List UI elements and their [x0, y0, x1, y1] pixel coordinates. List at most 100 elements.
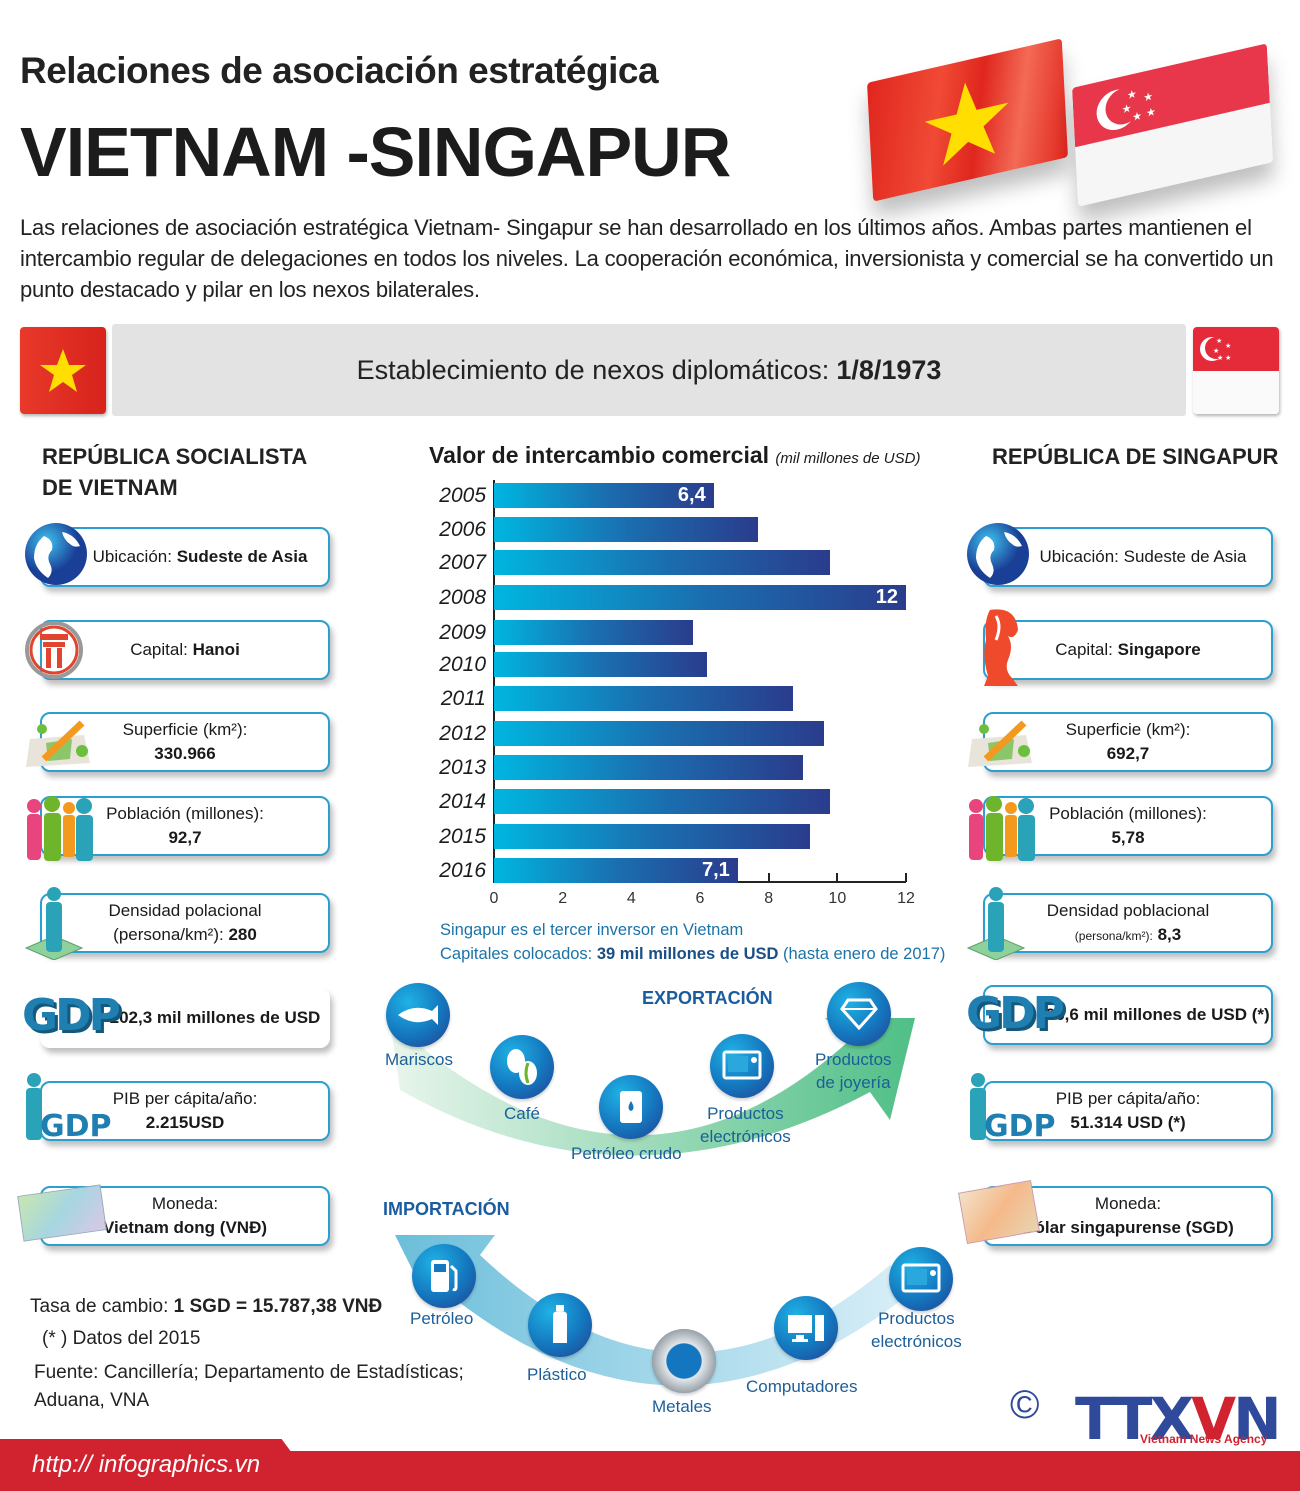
svg-text:★: ★: [1213, 347, 1219, 355]
footer-tab: [0, 1439, 320, 1491]
import-label-plastic: Plástico: [527, 1365, 587, 1384]
hero-flags: ★ ★ ★ ★ ★: [860, 38, 1290, 210]
year-label: 2015: [439, 825, 486, 848]
svg-text:★: ★: [1146, 106, 1157, 120]
diplomatic-date: 1/8/1973: [836, 354, 942, 385]
x-tick-label: 8: [764, 890, 774, 907]
chart-bar: 6,4: [494, 483, 714, 508]
sg-gdp-per-capita-card: PIB per cápita/año: 51.314 USD (*): [983, 1081, 1273, 1141]
data-note: (* ) Datos del 2015: [42, 1328, 201, 1349]
chart-bar: 7,1: [494, 858, 738, 883]
gdp-person-icon: GDP: [966, 1072, 1056, 1144]
chart-bar: [494, 686, 793, 711]
import-heading: IMPORTACIÓN: [383, 1199, 510, 1219]
chart-bar: [494, 620, 694, 645]
x-tick-label: 10: [828, 890, 847, 907]
diamond-icon: [827, 982, 891, 1046]
svg-text:★: ★: [1127, 88, 1138, 102]
export-label-electronics: Productos electrónicos: [700, 1104, 791, 1146]
vn-gdp-per-capita-card: PIB per cápita/año: 2.215USD: [40, 1081, 330, 1141]
star-icon: [924, 82, 1009, 166]
bar-value-label: 12: [875, 586, 898, 608]
chart-bar: [494, 755, 803, 780]
singapore-heading: REPÚBLICA DE SINGAPUR: [992, 444, 1279, 469]
x-tick-label: 4: [626, 890, 636, 907]
svg-text:★: ★: [1121, 102, 1132, 116]
chart-bar: [494, 517, 759, 542]
year-label: 2005: [439, 484, 486, 507]
x-tick: [836, 873, 839, 882]
x-tick-label: 6: [695, 890, 705, 907]
investment-note: Singapur es el tercer inversor en Vietna…: [440, 921, 946, 963]
website-link[interactable]: http:// infographics.vn: [32, 1451, 261, 1478]
import-label-computers: Computadores: [746, 1377, 858, 1396]
singapore-flag: ★ ★ ★ ★ ★: [1193, 327, 1279, 414]
svg-text:GDP: GDP: [984, 1109, 1056, 1142]
import-label-metals: Metales: [652, 1397, 712, 1416]
svg-text:★: ★: [1217, 354, 1223, 362]
sg-density-card: Densidad poblacional (persona/km²): 8,3: [983, 893, 1273, 953]
chart-bar: [494, 721, 824, 746]
bar-value-label: 7,1: [701, 859, 730, 881]
gdp-person-icon: GDP: [22, 1072, 112, 1144]
person-area-icon: [964, 886, 1028, 960]
export-label-crude-oil: Petróleo crudo: [571, 1144, 682, 1163]
year-label: 2007: [439, 551, 486, 574]
merlion-icon: [978, 606, 1028, 692]
vn-gdp-card: 202,3 mil millones de USD: [40, 988, 330, 1048]
year-label: 2011: [440, 687, 486, 710]
coffee-bean-icon: [490, 1035, 554, 1099]
export-label-coffee: Café: [504, 1104, 540, 1123]
subtitle: Relaciones de asociación estratégica: [20, 50, 659, 91]
metal-ring-icon: [652, 1329, 716, 1393]
computer-icon: [774, 1296, 838, 1360]
svg-text:★: ★: [1225, 342, 1231, 350]
gdp-icon: GDP: [22, 990, 121, 1041]
chart-y-axis: [493, 480, 495, 882]
map-pencil-icon: [24, 712, 94, 776]
fish-icon: [386, 983, 450, 1047]
year-label: 2012: [439, 722, 486, 745]
sg-location-card: Ubicación: Sudeste de Asia: [983, 527, 1273, 587]
chart-bar: [494, 550, 831, 575]
copyright-icon: ©: [1010, 1383, 1040, 1427]
svg-text:★: ★: [1216, 337, 1222, 345]
vietnam-flag-3d: [866, 38, 1069, 202]
ttxvn-logo: TTXVN: [1075, 1385, 1282, 1453]
map-pencil-icon: [966, 712, 1036, 776]
year-label: 2008: [439, 586, 486, 609]
chart-bar: [494, 824, 810, 849]
star-icon: [40, 348, 86, 392]
x-tick-label: 0: [489, 890, 499, 907]
exchange-rate: Tasa de cambio: 1 SGD = 15.787,38 VNĐ: [30, 1296, 383, 1317]
vn-density-card: Densidad polacional (persona/km²): 280: [40, 893, 330, 953]
year-label: 2006: [439, 518, 486, 541]
source-note: Fuente: Cancillería; Departamento de Est…: [34, 1362, 464, 1411]
gdp-icon: GDP: [966, 988, 1065, 1039]
sg-capital-card: Capital: Singapore: [983, 620, 1273, 680]
intro-paragraph: Las relaciones de asociación estratégica…: [20, 215, 1274, 302]
page-title: VIETNAM -SINGAPUR: [20, 113, 731, 191]
crescent-stars-icon: ★★ ★★★: [1096, 87, 1157, 131]
singapore-flag-3d: ★ ★ ★ ★ ★: [1071, 43, 1274, 207]
sg-gdp-card: 296,6 mil millones de USD (*): [983, 985, 1273, 1045]
hanoi-gate-icon: [22, 618, 86, 682]
svg-text:★: ★: [1143, 90, 1154, 104]
electronics-icon: [710, 1034, 774, 1098]
svg-text:★: ★: [1132, 110, 1143, 124]
x-tick-label: 2: [558, 890, 568, 907]
bar-value-label: 6,4: [677, 484, 706, 506]
trade-bar-chart: 2005 6,4 2006 2007 2008 12 2009 2010 2011 2012 201…: [420, 478, 940, 918]
chart-bar: 12: [494, 585, 906, 610]
export-label-jewelry: Productos de joyería: [815, 1050, 892, 1092]
crescent-stars-icon: ★★ ★★★: [1200, 337, 1231, 362]
diplomatic-relations-banner: Establecimiento de nexos diplomáticos: 1…: [112, 324, 1186, 416]
svg-text:GDP: GDP: [40, 1109, 112, 1142]
svg-text:★: ★: [1225, 354, 1231, 362]
year-label: 2014: [439, 790, 486, 813]
import-label-petroleum: Petróleo: [410, 1309, 474, 1328]
x-tick-label: 12: [897, 890, 915, 907]
chart-title: Valor de intercambio comercial (mil mill…: [429, 442, 921, 468]
year-label: 2010: [439, 653, 486, 676]
agency-name: Vietnam News Agency: [1140, 1432, 1268, 1446]
